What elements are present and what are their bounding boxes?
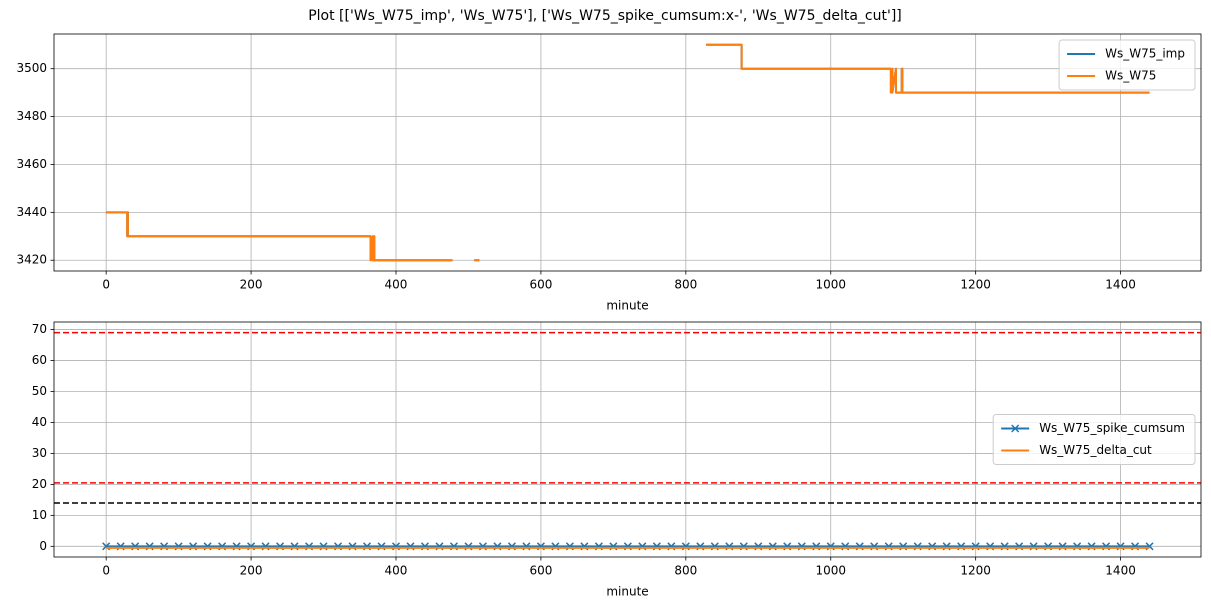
legend-label: Ws_W75 [1105, 69, 1156, 83]
y-tick-label: 3460 [16, 157, 47, 171]
y-tick-label: 3420 [16, 253, 47, 267]
x-tick-label: 200 [240, 564, 263, 578]
y-tick-label: 40 [32, 415, 47, 429]
y-tick-label: 30 [32, 446, 47, 460]
y-tick-label: 3500 [16, 61, 47, 75]
axes-frame [53, 33, 1202, 272]
x-tick-label: 1000 [815, 564, 846, 578]
legend: Ws_W75_imp Ws_W75 [1058, 39, 1196, 91]
x-tick-label: 200 [240, 278, 263, 292]
x-tick-label: 0 [102, 278, 110, 292]
legend-box [992, 414, 1196, 465]
y-tick-label: 60 [32, 353, 47, 367]
x-tick-label: 400 [385, 564, 408, 578]
y-tick-label: 10 [32, 508, 47, 522]
legend-label: Ws_W75_imp [1105, 47, 1185, 61]
subplot: 0 200 400 600 800 1000 1200 1400 0 10 20 30 40 50 60 70… [32, 321, 1202, 599]
x-tick-label: 1200 [960, 564, 991, 578]
subplot: 0 200 400 600 800 1000 1200 1400 3420 3440 3460 348… [16, 33, 1202, 313]
x-axis-label: minute [606, 585, 648, 599]
y-tick-label: 0 [39, 539, 47, 553]
x-tick-label: 400 [385, 278, 408, 292]
figure-title: Plot [['Ws_W75_imp', 'Ws_W75'], ['Ws_W75… [308, 8, 902, 24]
x-axis-label: minute [606, 299, 648, 313]
x-tick-label: 0 [102, 564, 110, 578]
x-tick-label: 600 [529, 564, 552, 578]
y-tick-label: 50 [32, 384, 47, 398]
legend-label: Ws_W75_spike_cumsum [1039, 421, 1185, 435]
x-tick-label: 600 [529, 278, 552, 292]
x-tick-label: 1000 [815, 278, 846, 292]
legend-marker [1011, 424, 1020, 433]
y-tick-label: 3440 [16, 205, 47, 219]
legend: Ws_W75_spike_cumsum Ws_W75_delta_cut [992, 414, 1196, 465]
y-tick-label: 3480 [16, 109, 47, 123]
y-tick-label: 20 [32, 477, 47, 491]
x-tick-label: 800 [674, 278, 697, 292]
series-line [106, 43, 1150, 262]
x-tick-label: 1400 [1105, 564, 1136, 578]
y-tick-label: 70 [32, 322, 47, 336]
axes-frame [53, 321, 1202, 558]
x-tick-label: 800 [674, 564, 697, 578]
x-tick-label: 1400 [1105, 278, 1136, 292]
legend-label: Ws_W75_delta_cut [1039, 443, 1152, 457]
x-tick-label: 1200 [960, 278, 991, 292]
legend-box [1058, 39, 1196, 91]
